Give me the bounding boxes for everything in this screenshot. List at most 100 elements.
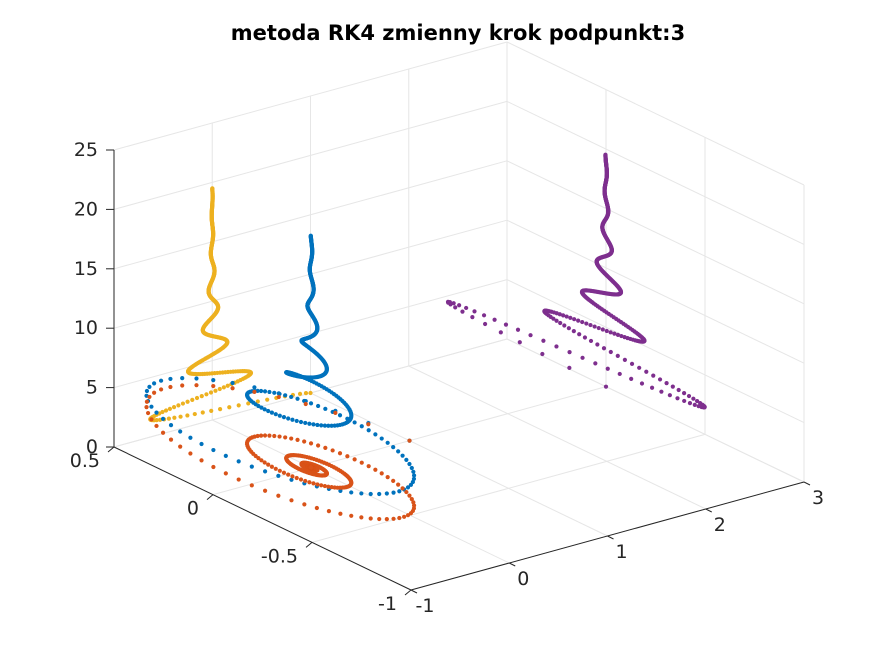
data-point xyxy=(283,393,288,398)
data-point xyxy=(211,464,216,470)
data-point xyxy=(188,435,193,440)
data-point xyxy=(667,393,672,398)
data-point xyxy=(385,475,390,480)
grid-line xyxy=(113,41,508,151)
data-point xyxy=(639,381,645,386)
data-point xyxy=(580,319,585,325)
data-point xyxy=(295,396,300,401)
data-point xyxy=(211,447,216,453)
data-point xyxy=(190,397,195,402)
data-point xyxy=(208,390,214,395)
data-point xyxy=(147,384,152,389)
data-point xyxy=(160,430,166,435)
data-point xyxy=(457,303,462,308)
data-point xyxy=(290,417,295,422)
data-point xyxy=(223,453,228,458)
data-point xyxy=(528,333,533,338)
data-point xyxy=(289,394,294,400)
data-point xyxy=(204,392,209,397)
data-point xyxy=(580,355,585,360)
data-point xyxy=(637,365,642,370)
data-point xyxy=(368,516,373,521)
axes-box xyxy=(113,150,805,591)
data-point xyxy=(404,489,409,495)
data-point xyxy=(154,423,159,429)
data-point xyxy=(262,407,267,412)
data-point xyxy=(554,318,559,323)
y-tick-mark xyxy=(107,446,115,453)
data-point xyxy=(384,517,389,522)
data-point xyxy=(163,408,169,413)
data-point xyxy=(391,478,396,483)
data-point xyxy=(373,467,378,472)
data-point xyxy=(649,385,655,390)
data-point xyxy=(396,482,401,487)
data-point xyxy=(194,376,199,381)
data-point xyxy=(236,459,241,464)
grid-line xyxy=(506,338,805,483)
data-point xyxy=(255,388,260,393)
data-point xyxy=(289,498,294,503)
data-point xyxy=(686,393,692,399)
data-point xyxy=(675,396,680,401)
data-point xyxy=(566,326,571,331)
x-tick-label: 1 xyxy=(615,541,627,563)
data-point xyxy=(167,406,173,411)
data-point xyxy=(311,481,316,486)
data-point xyxy=(152,390,157,395)
x-tick-mark xyxy=(705,508,712,513)
data-point xyxy=(359,424,364,429)
data-point xyxy=(154,410,159,415)
data-point xyxy=(322,483,327,489)
data-point xyxy=(225,383,230,388)
data-point xyxy=(217,386,222,392)
data-point xyxy=(664,381,669,386)
data-point xyxy=(567,350,572,355)
data-point xyxy=(411,473,417,478)
data-point xyxy=(298,477,304,482)
data-point xyxy=(168,376,173,382)
data-point xyxy=(308,233,313,238)
data-point xyxy=(447,299,452,305)
z-tick-label: 10 xyxy=(74,317,98,339)
chart-title: metoda RK4 zmienny krok podpunkt:3 xyxy=(231,21,685,45)
data-point xyxy=(349,513,354,518)
data-point xyxy=(158,387,164,392)
data-point xyxy=(147,394,152,400)
grid-line xyxy=(506,41,805,186)
data-point xyxy=(303,401,308,407)
data-point xyxy=(651,373,656,378)
data-point xyxy=(262,460,267,465)
y-axis-line xyxy=(113,446,412,591)
series-2 xyxy=(148,186,313,423)
data-point xyxy=(391,516,396,521)
data-point xyxy=(256,456,261,461)
data-point xyxy=(617,371,622,377)
data-point xyxy=(451,301,456,306)
data-point xyxy=(180,401,186,406)
data-point xyxy=(582,335,588,340)
data-point xyxy=(236,477,241,482)
data-point xyxy=(698,400,703,406)
x-tick-label: 2 xyxy=(714,514,726,536)
data-point xyxy=(249,483,254,488)
data-point xyxy=(168,437,174,442)
y-tick-label: 0 xyxy=(187,498,199,520)
data-point xyxy=(557,312,562,317)
data-point xyxy=(160,416,166,421)
data-point xyxy=(307,421,312,426)
data-point xyxy=(276,394,281,400)
data-point xyxy=(407,493,412,498)
data-point xyxy=(397,489,402,494)
data-point xyxy=(262,389,268,394)
data-point xyxy=(411,469,416,474)
data-point xyxy=(596,325,601,331)
data-point xyxy=(269,410,274,415)
data-point xyxy=(286,416,291,421)
data-point xyxy=(249,464,254,469)
data-point xyxy=(152,381,157,386)
data-point xyxy=(308,401,314,406)
data-point xyxy=(316,443,321,448)
data-point xyxy=(178,444,183,449)
